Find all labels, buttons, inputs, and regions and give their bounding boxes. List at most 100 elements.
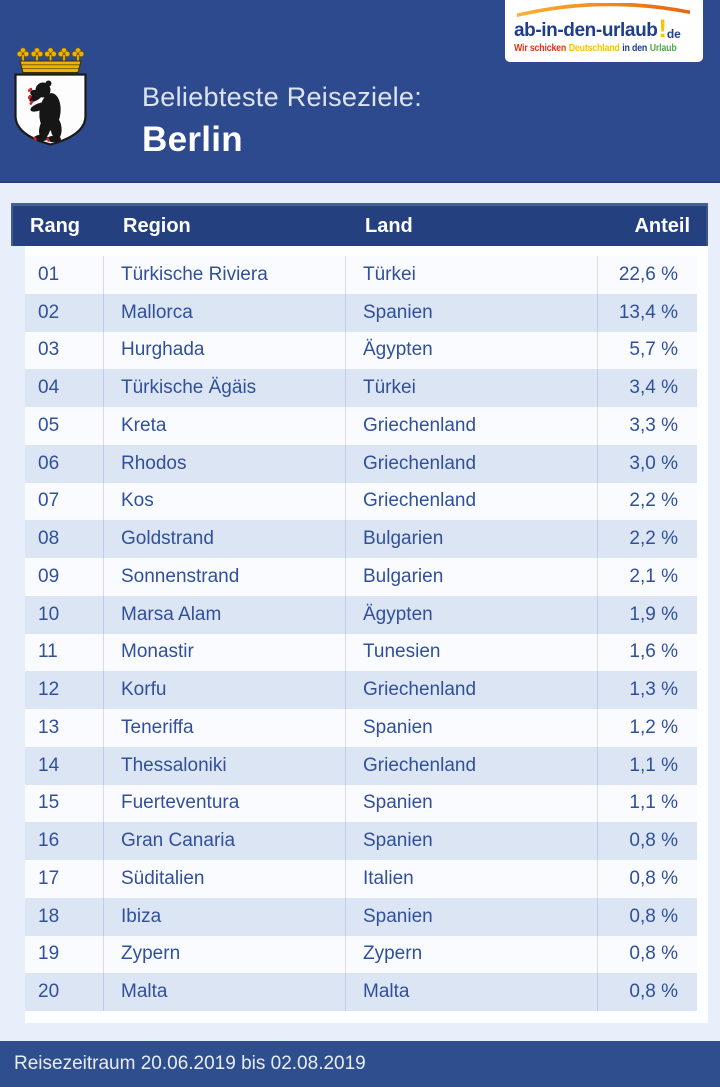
cell-anteil: 0,8 % xyxy=(597,860,697,898)
cell-rang: 04 xyxy=(38,377,60,399)
cell-land: Tunesien xyxy=(345,633,597,672)
cell-land: Türkei xyxy=(345,369,597,407)
table-row: 12 Korfu Griechenland 1,3 % xyxy=(25,671,697,709)
tagline-part-1: Wir schicken xyxy=(514,43,567,54)
cell-region: Monastir xyxy=(103,633,345,672)
cell-rang: 02 xyxy=(38,301,60,323)
cell-rang: 12 xyxy=(38,679,60,701)
table-row: 07 Kos Griechenland 2,2 % xyxy=(25,482,697,521)
cell-land: Griechenland xyxy=(345,671,597,709)
cell-land: Italien xyxy=(345,860,597,898)
table-header: Rang Region Land Anteil xyxy=(11,203,708,246)
cell-land: Türkei xyxy=(345,256,597,294)
cell-anteil: 2,2 % xyxy=(597,482,697,521)
cell-anteil: 1,6 % xyxy=(597,633,697,672)
table-row: 14 Thessaloniki Griechenland 1,1 % xyxy=(25,746,697,785)
page-header: Beliebteste Reiseziele: Berlin ab-in-den… xyxy=(0,0,720,183)
cell-land: Griechenland xyxy=(345,746,597,785)
cell-anteil: 2,2 % xyxy=(597,520,697,558)
table-row: 05 Kreta Griechenland 3,3 % xyxy=(25,407,697,445)
cell-land: Griechenland xyxy=(345,482,597,521)
cell-land: Malta xyxy=(345,973,597,1011)
table-row: 17 Süditalien Italien 0,8 % xyxy=(25,860,697,898)
tagline-part-4: Urlaub xyxy=(649,43,677,54)
tagline-part-3: in den xyxy=(622,43,648,54)
cell-rang: 06 xyxy=(38,452,60,474)
logo-brand-text: ab-in-den-urlaub xyxy=(514,20,658,41)
table-row: 08 Goldstrand Bulgarien 2,2 % xyxy=(25,520,697,558)
cell-anteil: 3,4 % xyxy=(597,369,697,407)
cell-land: Ägypten xyxy=(345,595,597,634)
cell-region: Ibiza xyxy=(103,897,345,936)
cell-region: Malta xyxy=(103,973,345,1011)
logo-tagline: Wir schicken Deutschland in den Urlaub xyxy=(514,43,679,54)
page-title: Beliebteste Reiseziele: Berlin xyxy=(142,82,422,160)
table-row: 19 Zypern Zypern 0,8 % xyxy=(25,935,697,974)
column-header-anteil: Anteil xyxy=(634,214,690,237)
cell-land: Spanien xyxy=(345,822,597,860)
cell-land: Griechenland xyxy=(345,407,597,445)
table-row: 20 Malta Malta 0,8 % xyxy=(25,973,697,1011)
cell-land: Spanien xyxy=(345,897,597,936)
brand-logo: ab-in-den-urlaub!de Wir schicken Deutschl… xyxy=(505,0,703,62)
cell-rang: 10 xyxy=(38,603,60,625)
column-header-region: Region xyxy=(123,214,191,237)
column-header-rang: Rang xyxy=(30,214,80,237)
cell-region: Zypern xyxy=(103,935,345,974)
cell-land: Spanien xyxy=(345,293,597,332)
cell-land: Griechenland xyxy=(345,444,597,483)
table-row: 03 Hurghada Ägypten 5,7 % xyxy=(25,331,697,370)
cell-rang: 09 xyxy=(38,565,60,587)
table-row: 02 Mallorca Spanien 13,4 % xyxy=(25,293,697,332)
cell-rang: 16 xyxy=(38,830,60,852)
cell-region: Teneriffa xyxy=(103,709,345,747)
cell-region: Kreta xyxy=(103,407,345,445)
cell-land: Bulgarien xyxy=(345,558,597,596)
cell-anteil: 13,4 % xyxy=(597,293,697,332)
page-footer: Reisezeitraum 20.06.2019 bis 02.08.2019 xyxy=(0,1041,720,1087)
cell-region: Goldstrand xyxy=(103,520,345,558)
cell-anteil: 2,1 % xyxy=(597,558,697,596)
table-row: 06 Rhodos Griechenland 3,0 % xyxy=(25,444,697,483)
cell-anteil: 22,6 % xyxy=(597,256,697,294)
cell-land: Zypern xyxy=(345,935,597,974)
cell-rang: 19 xyxy=(38,943,60,965)
cell-rang: 13 xyxy=(38,716,60,738)
table-row: 11 Monastir Tunesien 1,6 % xyxy=(25,633,697,672)
cell-anteil: 0,8 % xyxy=(597,973,697,1011)
cell-anteil: 1,2 % xyxy=(597,709,697,747)
tagline-part-2: Deutschland xyxy=(568,43,620,54)
cell-anteil: 1,3 % xyxy=(597,671,697,709)
cell-anteil: 1,1 % xyxy=(597,784,697,823)
cell-rang: 05 xyxy=(38,414,60,436)
cell-region: Kos xyxy=(103,482,345,521)
cell-anteil: 5,7 % xyxy=(597,331,697,370)
column-header-land: Land xyxy=(365,214,413,237)
cell-rang: 11 xyxy=(38,641,58,663)
table-row: 04 Türkische Ägäis Türkei 3,4 % xyxy=(25,369,697,407)
table-row: 13 Teneriffa Spanien 1,2 % xyxy=(25,709,697,747)
cell-region: Süditalien xyxy=(103,860,345,898)
logo-wordmark: ab-in-den-urlaub!de xyxy=(514,16,681,44)
table-row: 01 Türkische Riviera Türkei 22,6 % xyxy=(25,256,697,294)
table-body: 01 Türkische Riviera Türkei 22,6 % 02 Ma… xyxy=(25,256,697,1011)
table-card: 01 Türkische Riviera Türkei 22,6 % 02 Ma… xyxy=(25,246,708,1023)
travel-period-text: Reisezeitraum 20.06.2019 bis 02.08.2019 xyxy=(14,1053,366,1074)
table-row: 18 Ibiza Spanien 0,8 % xyxy=(25,897,697,936)
cell-rang: 01 xyxy=(38,263,60,285)
cell-region: Mallorca xyxy=(103,293,345,332)
table-row: 16 Gran Canaria Spanien 0,8 % xyxy=(25,822,697,860)
table-row: 09 Sonnenstrand Bulgarien 2,1 % xyxy=(25,558,697,596)
table-row: 10 Marsa Alam Ägypten 1,9 % xyxy=(25,595,697,634)
cell-region: Hurghada xyxy=(103,331,345,370)
cell-region: Gran Canaria xyxy=(103,822,345,860)
cell-rang: 03 xyxy=(38,339,60,361)
cell-region: Thessaloniki xyxy=(103,746,345,785)
cell-region: Sonnenstrand xyxy=(103,558,345,596)
cell-land: Ägypten xyxy=(345,331,597,370)
cell-region: Marsa Alam xyxy=(103,595,345,634)
cell-anteil: 1,9 % xyxy=(597,595,697,634)
cell-region: Korfu xyxy=(103,671,345,709)
logo-tld: de xyxy=(666,27,681,41)
cell-rang: 15 xyxy=(38,792,60,814)
